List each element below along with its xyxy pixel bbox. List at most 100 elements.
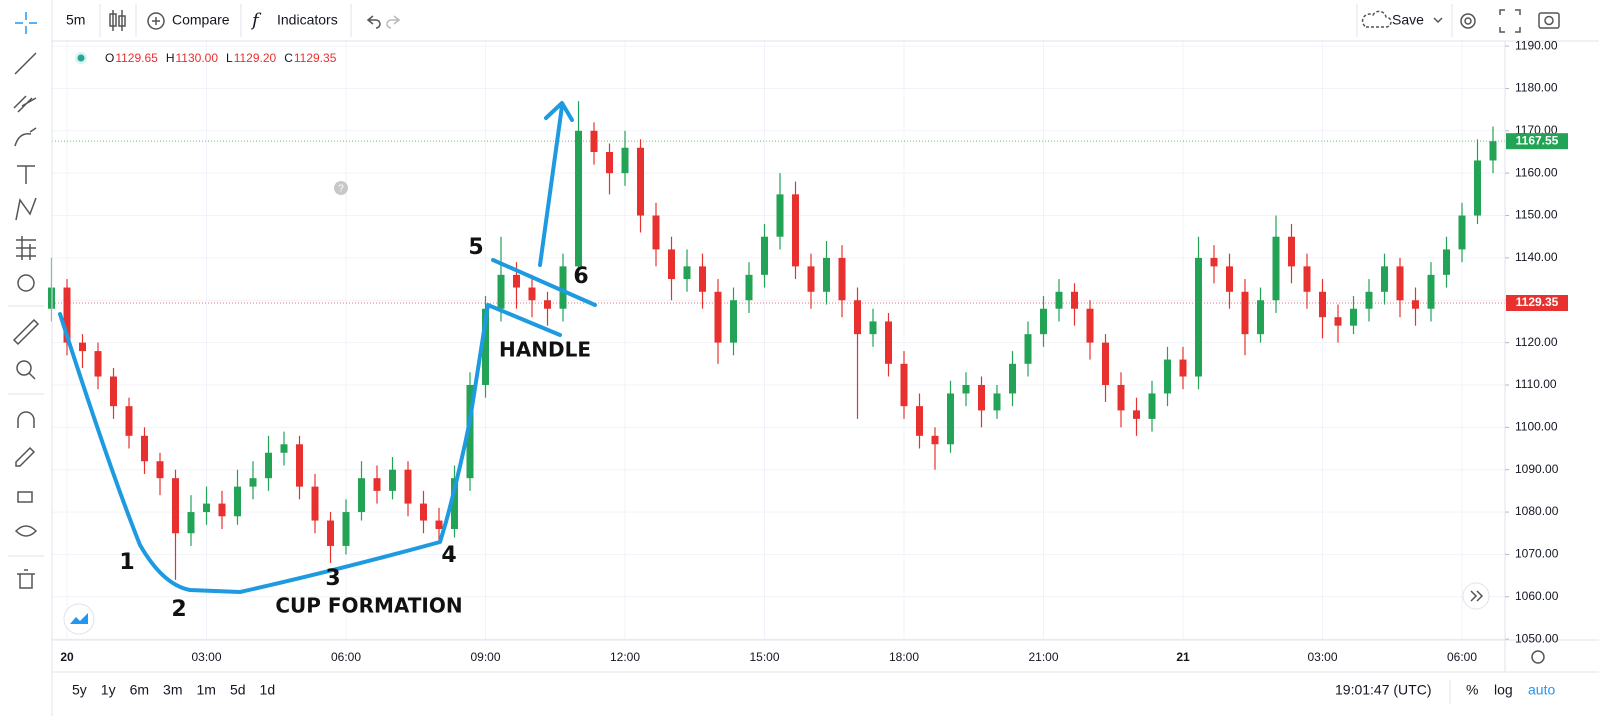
ruler-tool[interactable]	[12, 318, 40, 346]
candle-body	[559, 266, 567, 309]
interval-button[interactable]: 5m	[66, 12, 85, 28]
candle-body	[358, 478, 365, 513]
price-label-box	[1506, 133, 1568, 150]
x-tick-label: 20	[60, 650, 74, 664]
delete-tool[interactable]	[17, 569, 35, 589]
save-button[interactable]: Save	[1392, 12, 1424, 28]
text-tool[interactable]	[17, 165, 35, 184]
candle-body	[1334, 317, 1342, 326]
candle-body	[156, 461, 164, 479]
lock-tool[interactable]	[17, 491, 33, 503]
crosshair-tool[interactable]	[15, 12, 37, 34]
screenshot-button[interactable]	[1538, 12, 1560, 29]
candle-body	[838, 257, 846, 301]
annotation: 1	[119, 550, 134, 575]
x-tick-label: 09:00	[470, 650, 500, 664]
candle-body	[962, 384, 970, 394]
left-toolbar	[8, 0, 53, 716]
y-tick-label: 1150.00	[1515, 208, 1558, 222]
candle-body	[497, 274, 505, 309]
candle-body	[590, 130, 598, 152]
candle-body	[931, 435, 939, 445]
price-label-box	[1506, 295, 1568, 312]
range-button[interactable]: 3m	[163, 682, 182, 698]
ohlc-value: 1130.00	[176, 51, 219, 65]
candle-body	[528, 287, 536, 301]
annotation: CUP FORMATION	[275, 594, 462, 618]
fib-tool[interactable]	[13, 95, 37, 113]
compare-button[interactable]: Compare	[172, 12, 230, 28]
candle-body	[947, 393, 954, 445]
magnet-tool[interactable]	[17, 411, 35, 428]
candle-body	[1288, 236, 1295, 267]
candle-body	[1474, 160, 1481, 216]
save-menu[interactable]	[1433, 17, 1443, 24]
y-tick-label: 1070.00	[1515, 547, 1559, 561]
candle-body	[513, 274, 520, 288]
ohlc-legend: O 1129.65 H 1130.00 L 1129.20 C 1129.35	[75, 51, 337, 65]
candle-body	[823, 257, 830, 292]
candle-body	[296, 444, 303, 487]
price-label: 1167.55	[1516, 133, 1559, 147]
save-icon[interactable]	[1361, 10, 1392, 28]
range-button[interactable]: 1m	[197, 682, 216, 698]
handle-line	[491, 258, 597, 307]
help-icon[interactable]	[334, 181, 348, 195]
bottom-bar: 19:01:47 (UTC) % log auto 5y 1y 6m 3m 1m 5d 1d	[72, 680, 1555, 704]
visibility-tool[interactable]	[14, 525, 38, 537]
candle-body	[265, 452, 272, 479]
candle-body	[327, 520, 334, 546]
chart-type-button[interactable]	[109, 10, 126, 31]
candle-body	[745, 274, 753, 301]
candle-body	[1443, 249, 1450, 275]
candle-body	[451, 478, 458, 530]
candle-body	[699, 266, 706, 292]
logo[interactable]	[63, 603, 95, 635]
annotations: 1 2 3 4 5 6 CUP FORMATION HANDLE	[119, 235, 591, 622]
candle-body	[125, 406, 133, 436]
indicators-button[interactable]: Indicators	[277, 12, 338, 28]
icon-tool[interactable]	[17, 274, 35, 292]
lock-drawings-tool[interactable]	[15, 446, 36, 467]
screenshot-icon	[1544, 15, 1554, 26]
range-button[interactable]: 1d	[260, 682, 276, 698]
candle-body	[978, 384, 985, 411]
redo-button[interactable]	[386, 15, 401, 29]
annotation: 3	[325, 566, 340, 591]
price-label: 1129.35	[1516, 295, 1559, 309]
candle-body	[218, 503, 226, 517]
pattern-tool[interactable]	[15, 197, 37, 221]
range-button[interactable]: 6m	[130, 682, 149, 698]
candle-body	[714, 291, 722, 343]
candle-body	[1179, 359, 1187, 377]
compare-icon	[152, 17, 160, 25]
candle-body	[776, 194, 784, 237]
x-tick-label: 15:00	[749, 650, 779, 664]
undo-button[interactable]	[366, 15, 381, 29]
settings-button[interactable]	[1460, 13, 1476, 29]
auto-toggle[interactable]: auto	[1528, 682, 1555, 698]
percent-toggle[interactable]: %	[1466, 682, 1478, 698]
log-toggle[interactable]: log	[1494, 682, 1513, 698]
compare-icon[interactable]	[147, 12, 165, 30]
axis-settings[interactable]	[1531, 650, 1545, 664]
cup-handle-drawing	[58, 101, 597, 594]
brush-tool[interactable]	[14, 127, 37, 147]
y-tick-label: 1080.00	[1515, 504, 1559, 518]
candle-body	[234, 486, 241, 517]
logo-icon	[70, 613, 88, 624]
x-tick-label: 03:00	[1307, 650, 1337, 664]
fullscreen-button[interactable]	[1499, 9, 1521, 33]
candle-body	[1427, 274, 1435, 309]
zoom-tool[interactable]	[16, 360, 32, 376]
range-button[interactable]: 5d	[230, 682, 246, 698]
range-button[interactable]: 1y	[101, 682, 116, 698]
candle-body	[311, 486, 319, 521]
top-toolbar: 5m Compare f Indicators Save	[52, 4, 1599, 42]
trend-line-tool[interactable]	[14, 52, 37, 75]
range-button[interactable]: 5y	[72, 682, 87, 698]
candle-body	[172, 478, 179, 534]
annotation: 2	[171, 597, 186, 622]
prediction-tool[interactable]	[16, 236, 36, 260]
